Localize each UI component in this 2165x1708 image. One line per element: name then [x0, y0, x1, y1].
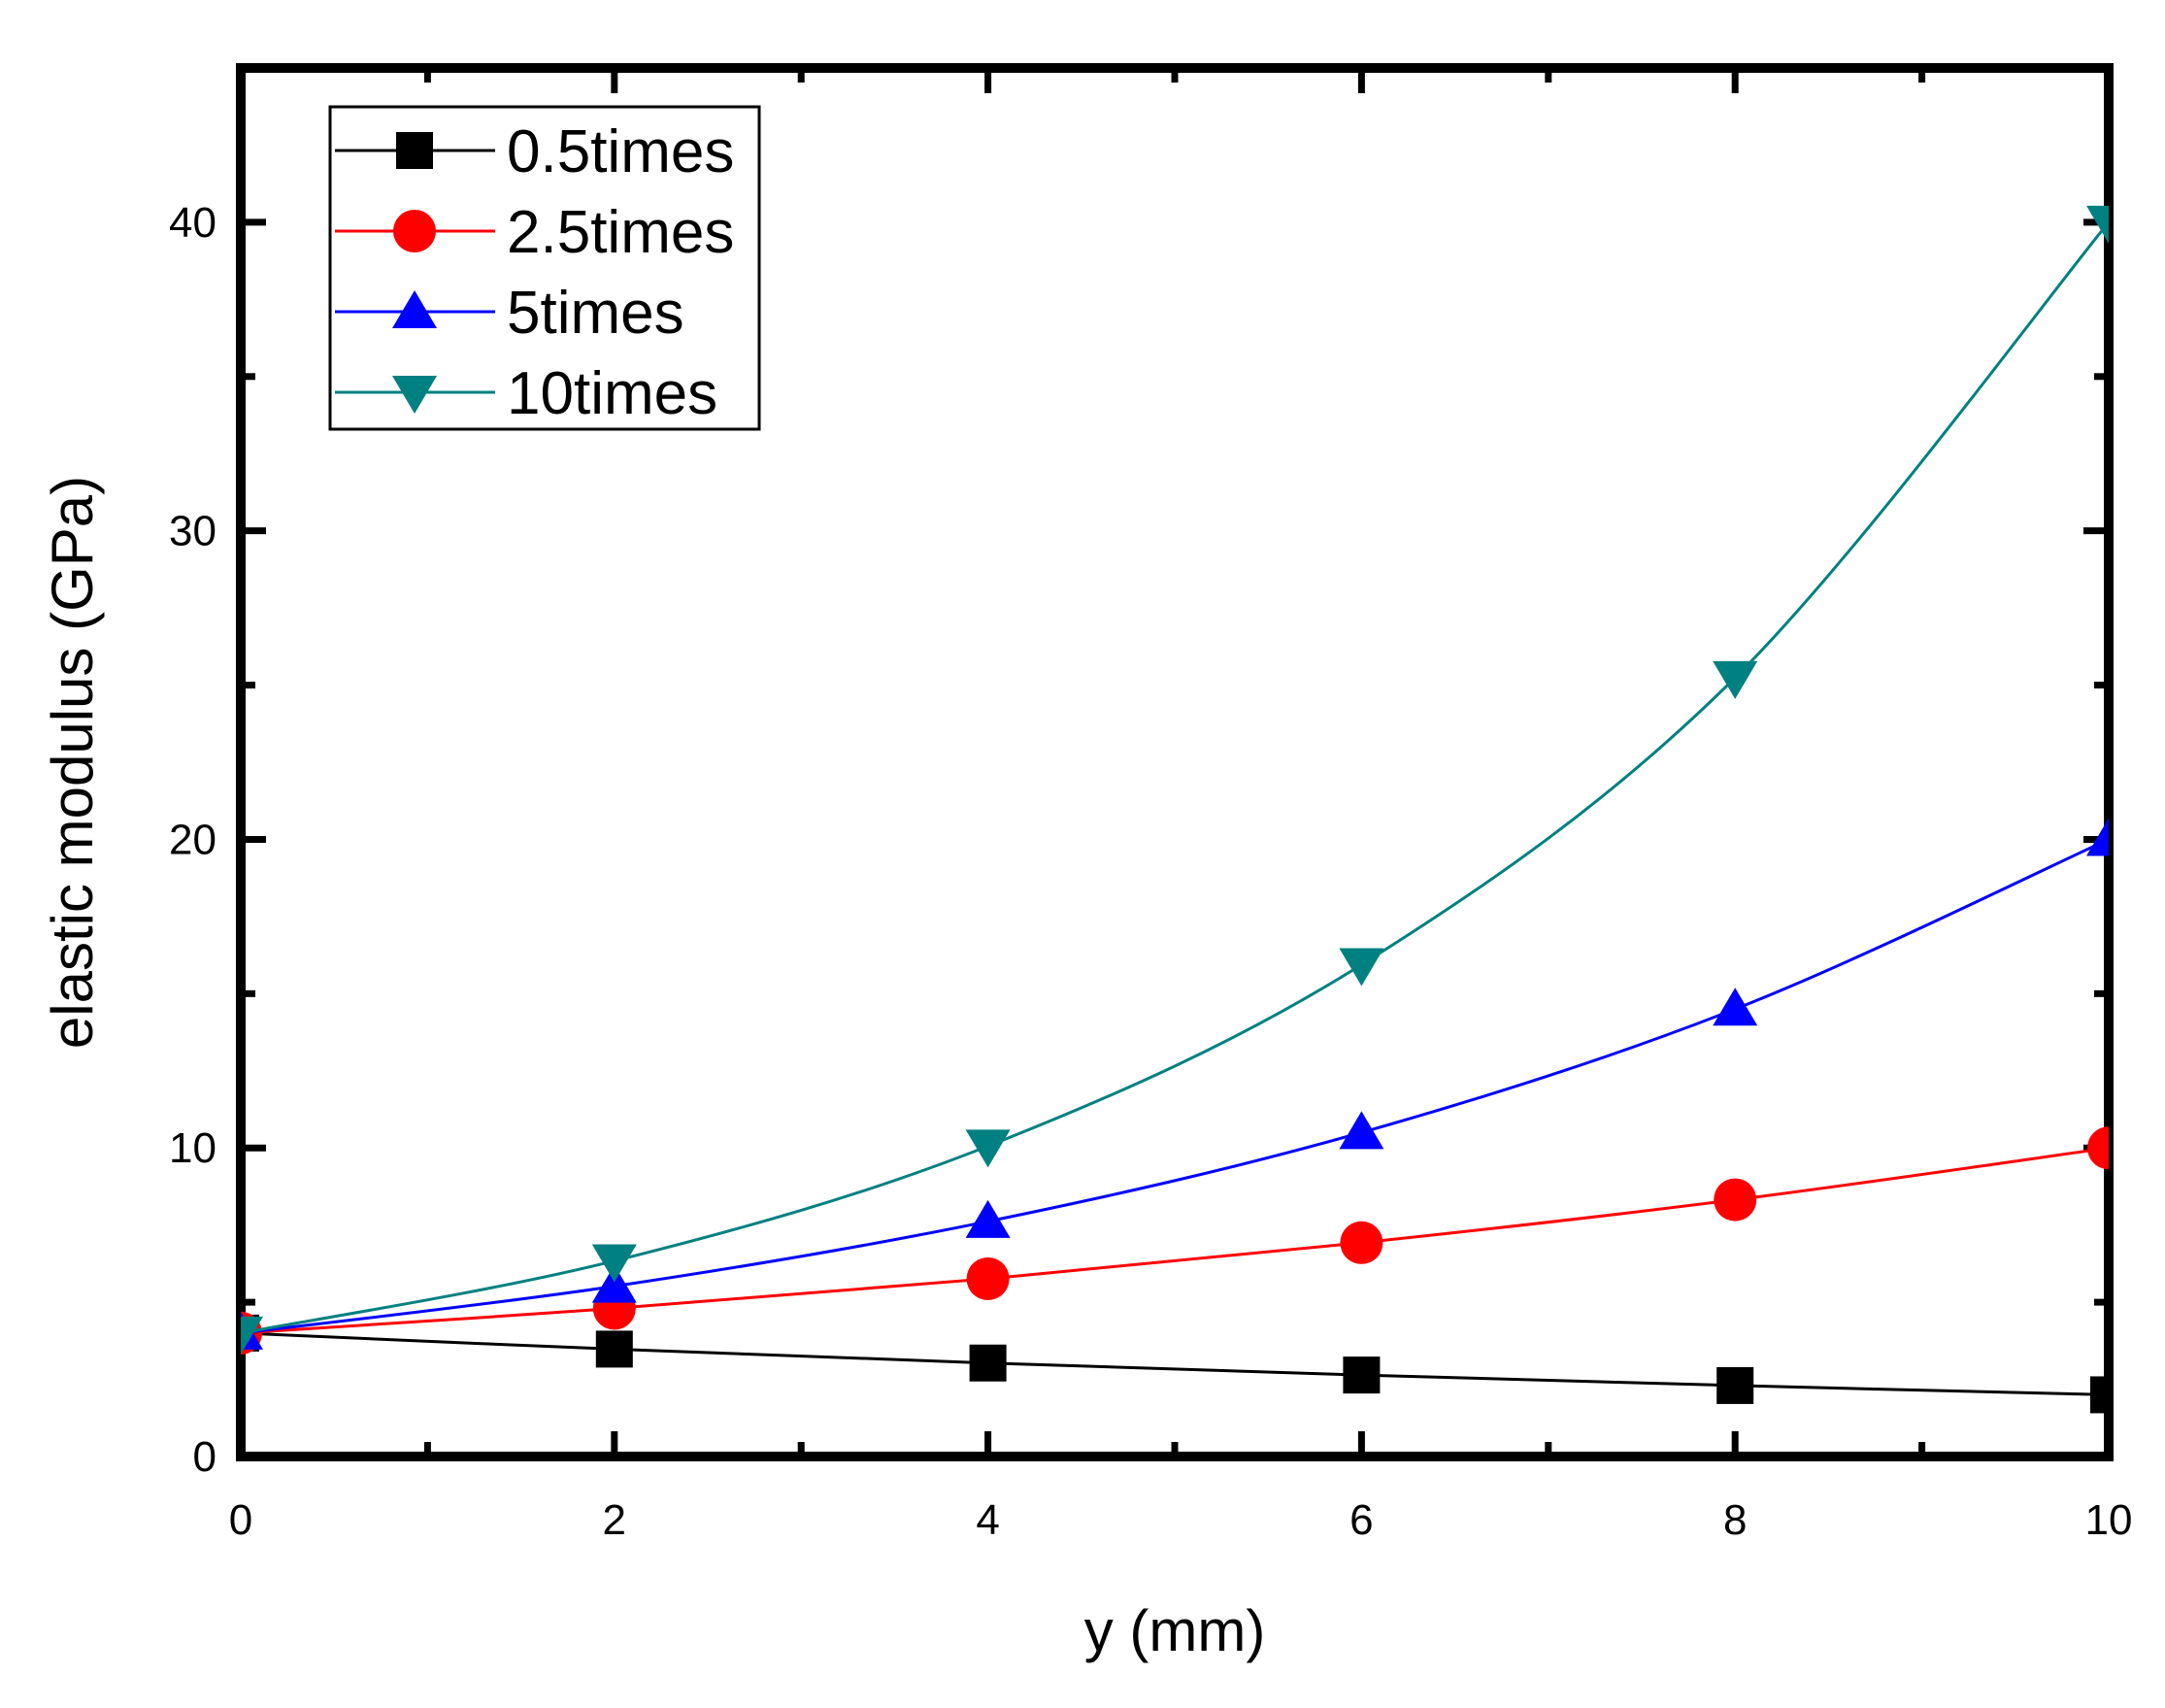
data-point [1716, 1367, 1753, 1404]
legend-label: 2.5times [507, 199, 734, 266]
series-2.5times [219, 1126, 2130, 1355]
series-0.5times [222, 1315, 2127, 1414]
x-tick-label: 8 [1723, 1496, 1747, 1544]
x-tick-label: 2 [603, 1496, 626, 1544]
legend-label: 0.5times [507, 118, 734, 185]
data-point [970, 1345, 1007, 1382]
x-tick-label: 10 [2085, 1496, 2133, 1544]
data-point [1339, 1111, 1383, 1149]
data-point [1713, 988, 1757, 1025]
data-point [2087, 1126, 2130, 1169]
series-line [241, 1148, 2109, 1333]
x-tick-label: 0 [229, 1496, 252, 1544]
x-tick-label: 4 [976, 1496, 999, 1544]
data-point [967, 1257, 1010, 1300]
y-tick-label: 30 [169, 508, 216, 555]
legend-label: 5times [507, 280, 684, 347]
y-axis-title: elastic modulus (GPa) [40, 476, 105, 1049]
y-tick-label: 0 [193, 1433, 216, 1481]
data-point [1714, 1179, 1756, 1222]
legend: 0.5times 2.5times 5times 10times [330, 107, 759, 429]
data-point [1340, 1222, 1382, 1264]
data-point [2090, 1376, 2127, 1413]
y-tick-label: 20 [169, 816, 216, 863]
legend-marker [396, 132, 433, 169]
series-line [241, 839, 2109, 1332]
series-5times [218, 818, 2131, 1349]
data-point [966, 1129, 1011, 1167]
series-line [241, 1333, 2109, 1395]
data-point [1343, 1356, 1380, 1393]
legend-label: 10times [507, 360, 717, 427]
legend-marker [393, 210, 436, 252]
data-point [1339, 948, 1383, 986]
data-point [596, 1330, 633, 1367]
y-tick-label: 10 [169, 1124, 216, 1172]
y-tick-label: 40 [169, 199, 216, 247]
x-tick-label: 6 [1349, 1496, 1373, 1544]
chart: 0 2 4 6 8 10 0 10 20 30 40 y (mm) elastic modulus … [0, 0, 2165, 1708]
x-axis-title: y (mm) [1084, 1598, 1266, 1663]
